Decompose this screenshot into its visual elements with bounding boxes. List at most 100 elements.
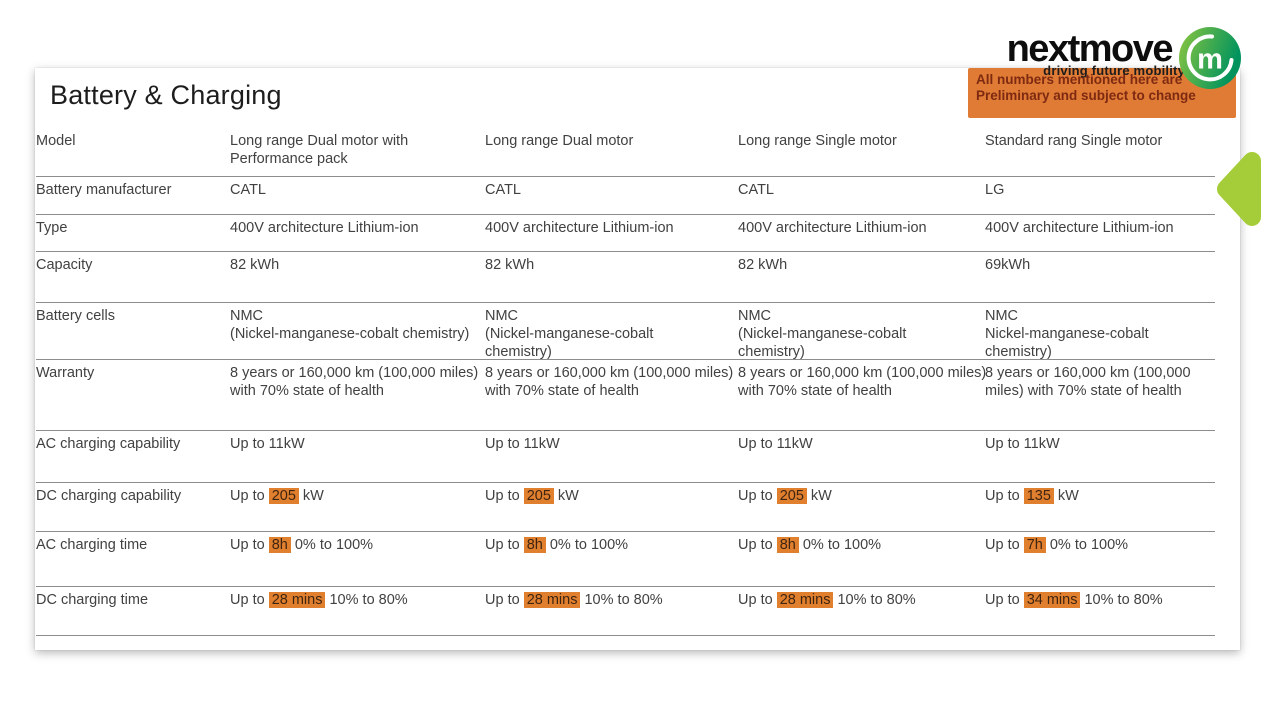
note-line-2: Preliminary and subject to change <box>976 88 1196 103</box>
spec-cell: Up to 8h 0% to 100% <box>230 532 485 586</box>
nextmove-logo-icon: m <box>1179 27 1241 89</box>
value-post: kW <box>298 488 324 504</box>
highlighted-value: 7h <box>1023 537 1046 553</box>
spec-cell: 82 kWh <box>485 257 535 273</box>
highlighted-value: 205 <box>776 488 807 504</box>
brand-tagline: driving future mobility <box>1043 63 1185 78</box>
spec-row-model: Model Long range Dual motor with Perform… <box>36 120 1215 177</box>
model-col-4: Standard rang Single motor <box>985 133 1163 149</box>
spec-cell: 8 years or 160,000 km (100,000 miles) wi… <box>230 365 479 399</box>
page-title: Battery & Charging <box>50 80 282 110</box>
spec-cell: NMC (Nickel-manganese-cobalt chemistry) <box>738 308 907 360</box>
row-label: AC charging capability <box>36 436 181 452</box>
value-post: kW <box>553 488 579 504</box>
spec-row-battery-manufacturer: Battery manufacturer CATL CATL CATL LG <box>36 177 1215 215</box>
spec-cell: Up to 28 mins 10% to 80% <box>230 587 485 635</box>
spec-cell: NMC Nickel-manganese-cobalt chemistry) <box>985 308 1149 360</box>
spec-row-type: Type 400V architecture Lithium-ion 400V … <box>36 215 1215 252</box>
value-post: kW <box>1053 488 1079 504</box>
model-col-1: Long range Dual motor with Performance p… <box>230 133 409 167</box>
highlighted-value: 28 mins <box>268 592 326 608</box>
value-pre: Up to <box>738 488 777 504</box>
spec-cell: Up to 28 mins 10% to 80% <box>485 587 738 635</box>
spec-cell: 8 years or 160,000 km (100,000 miles) wi… <box>985 365 1191 399</box>
spec-cell: 8 years or 160,000 km (100,000 miles) wi… <box>485 365 734 399</box>
row-label: DC charging time <box>36 592 149 608</box>
spec-cell: Up to 11kW <box>485 436 560 452</box>
value-post: 0% to 100% <box>545 537 629 553</box>
spec-cell: NMC (Nickel-manganese-cobalt chemistry) <box>485 308 654 360</box>
spec-cell: Up to 205 kW <box>230 483 485 531</box>
spec-cell: 400V architecture Lithium-ion <box>485 220 674 236</box>
value-pre: Up to <box>985 592 1024 608</box>
value-pre: Up to <box>485 537 524 553</box>
row-label: Capacity <box>36 257 93 273</box>
spec-cell: 82 kWh <box>738 257 788 273</box>
spec-row-capacity: Capacity 82 kWh 82 kWh 82 kWh 69kWh <box>36 252 1215 303</box>
spec-cell: Up to 7h 0% to 100% <box>985 532 1215 586</box>
row-label: Type <box>36 220 68 236</box>
spec-cell: 400V architecture Lithium-ion <box>985 220 1174 236</box>
note-line-1: All numbers mentioned here are <box>976 72 1183 87</box>
spec-cell: Up to 205 kW <box>485 483 738 531</box>
value-post: 10% to 80% <box>580 592 663 608</box>
spec-row-battery-cells: Battery cells NMC (Nickel-manganese-coba… <box>36 303 1215 360</box>
row-label: AC charging time <box>36 537 148 553</box>
highlighted-value: 8h <box>523 537 546 553</box>
spec-cell: Up to 28 mins 10% to 80% <box>738 587 985 635</box>
nextmove-wordmark: nextmove <box>1006 28 1174 70</box>
spec-cell: LG <box>985 182 1005 198</box>
value-pre: Up to <box>738 537 777 553</box>
value-post: 0% to 100% <box>290 537 374 553</box>
spec-cell: 400V architecture Lithium-ion <box>738 220 927 236</box>
spec-cell: Up to 11kW <box>230 436 305 452</box>
value-pre: Up to <box>985 537 1024 553</box>
value-post: 0% to 100% <box>1045 537 1129 553</box>
spec-row-ac-charging-capability: AC charging capability Up to 11kW Up to … <box>36 431 1215 483</box>
spec-cell: Up to 11kW <box>738 436 813 452</box>
spec-cell: Up to 135 kW <box>985 483 1215 531</box>
spec-cell: CATL <box>738 182 774 198</box>
row-label: Battery cells <box>36 308 115 324</box>
spec-cell: Up to 8h 0% to 100% <box>485 532 738 586</box>
highlighted-value: 8h <box>268 537 291 553</box>
spec-cell: 82 kWh <box>230 257 280 273</box>
spec-cell: 8 years or 160,000 km (100,000 miles) wi… <box>738 365 987 399</box>
spec-row-dc-charging-time: DC charging time Up to 28 mins 10% to 80… <box>36 587 1215 636</box>
battery-charging-card: Battery & Charging Model Long range Dual… <box>35 68 1240 650</box>
value-post: 10% to 80% <box>833 592 916 608</box>
logo-letter-m: m <box>1197 44 1223 76</box>
spec-cell: 69kWh <box>985 257 1031 273</box>
spec-cell: Up to 8h 0% to 100% <box>738 532 985 586</box>
spec-cell: Up to 34 mins 10% to 80% <box>985 587 1215 635</box>
spec-cell: Up to 205 kW <box>738 483 985 531</box>
highlighted-value: 34 mins <box>1023 592 1081 608</box>
value-post: 0% to 100% <box>798 537 882 553</box>
spec-row-ac-charging-time: AC charging time Up to 8h 0% to 100% Up … <box>36 532 1215 587</box>
model-col-2: Long range Dual motor <box>485 133 634 149</box>
spec-cell: 400V architecture Lithium-ion <box>230 220 419 236</box>
spec-cell: CATL <box>485 182 521 198</box>
row-label: Warranty <box>36 365 95 381</box>
highlighted-value: 8h <box>776 537 799 553</box>
previous-arrow-icon[interactable] <box>1210 145 1264 233</box>
spec-row-dc-charging-capability: DC charging capability Up to 205 kW Up t… <box>36 483 1215 532</box>
model-col-3: Long range Single motor <box>738 133 897 149</box>
spec-cell: CATL <box>230 182 266 198</box>
highlighted-value: 28 mins <box>776 592 834 608</box>
value-post: 10% to 80% <box>1080 592 1163 608</box>
highlighted-value: 135 <box>1023 488 1054 504</box>
highlighted-value: 28 mins <box>523 592 581 608</box>
value-pre: Up to <box>230 488 269 504</box>
spec-table: Model Long range Dual motor with Perform… <box>36 120 1215 636</box>
value-post: kW <box>806 488 832 504</box>
value-pre: Up to <box>985 488 1024 504</box>
spec-cell: Up to 11kW <box>985 436 1060 452</box>
spec-row-warranty: Warranty 8 years or 160,000 km (100,000 … <box>36 360 1215 431</box>
highlighted-value: 205 <box>523 488 554 504</box>
row-label: Battery manufacturer <box>36 182 172 198</box>
value-pre: Up to <box>485 488 524 504</box>
value-pre: Up to <box>485 592 524 608</box>
row-label: Model <box>36 133 76 149</box>
